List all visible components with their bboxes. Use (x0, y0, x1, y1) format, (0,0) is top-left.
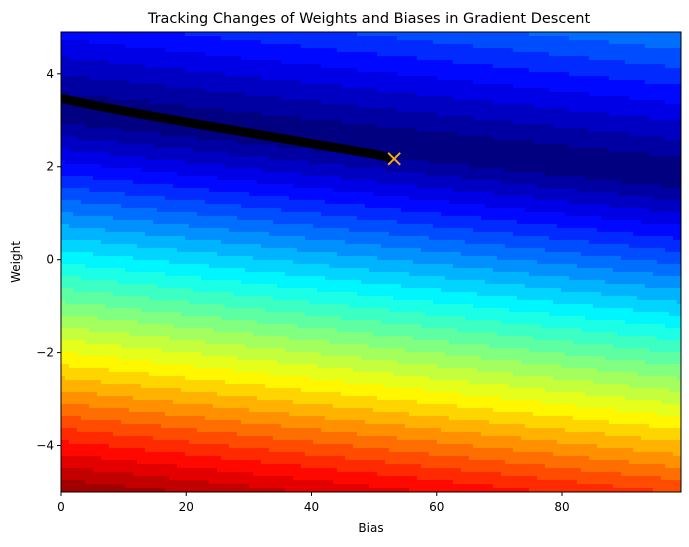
final-point-marker (387, 152, 401, 166)
x-axis: 0 20 40 60 80 (57, 492, 570, 514)
x-tick-label: 0 (57, 500, 65, 514)
y-tick-label: 4 (46, 67, 54, 81)
x-tick-label: 40 (304, 500, 319, 514)
loss-contour (61, 32, 681, 492)
x-axis-label: Bias (358, 521, 383, 535)
x-tick-label: 20 (179, 500, 194, 514)
x-tick-label: 60 (429, 500, 444, 514)
y-tick-label: 2 (46, 160, 54, 174)
y-tick-label: −4 (36, 439, 54, 453)
y-axis-label: Weight (9, 241, 23, 283)
plot-frame (60, 31, 682, 493)
x-tick-label: 80 (554, 500, 569, 514)
y-tick-label: −2 (36, 346, 54, 360)
y-axis: −4 −2 0 2 4 (36, 67, 61, 453)
y-tick-label: 0 (46, 253, 54, 267)
chart-title: Tracking Changes of Weights and Biases i… (147, 11, 591, 27)
descent-path (61, 94, 396, 164)
plot-area (61, 32, 681, 492)
